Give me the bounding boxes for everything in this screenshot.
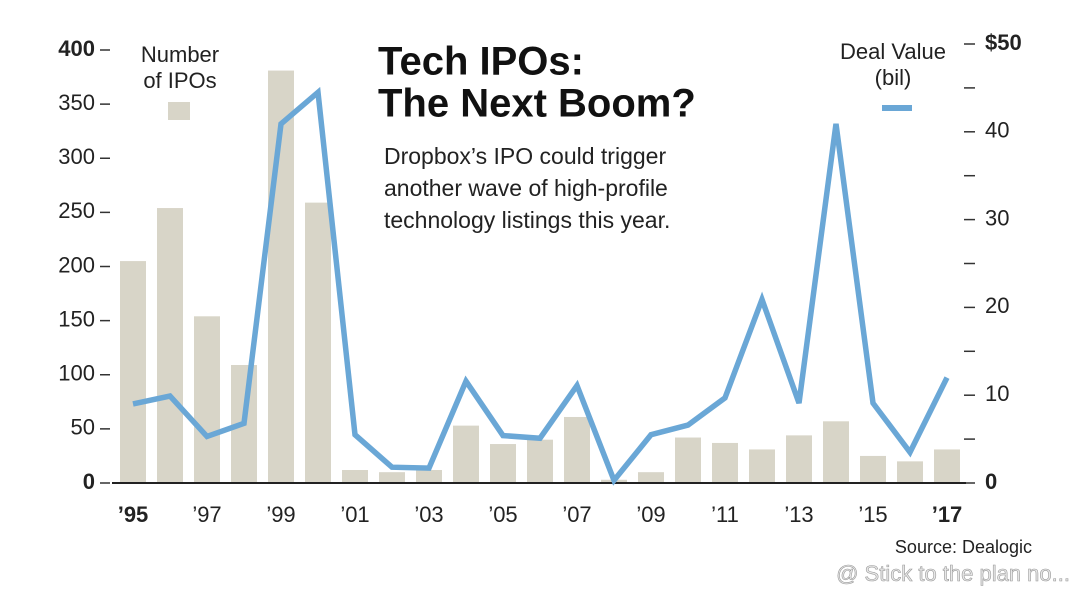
- y2-tick-label: 10: [985, 381, 1009, 406]
- bar: [527, 439, 553, 483]
- y-tick-label: 150: [58, 306, 95, 331]
- y2-tick-label: 0: [985, 469, 997, 494]
- y2-tick-label: $50: [985, 30, 1022, 55]
- bar: [897, 461, 923, 483]
- y2-tick-label: 20: [985, 293, 1009, 318]
- x-tick-label: ’13: [784, 502, 813, 527]
- bar: [638, 472, 664, 483]
- x-tick-label: ’95: [118, 502, 149, 527]
- bar: [934, 449, 960, 483]
- y2-tick-label: 40: [985, 118, 1009, 143]
- bar: [305, 202, 331, 483]
- bar: [453, 425, 479, 483]
- x-tick-label: ’05: [488, 502, 517, 527]
- y-tick-label: 100: [58, 361, 95, 386]
- line: [132, 86, 950, 486]
- bar: [749, 449, 775, 483]
- x-tick-label: ’17: [932, 502, 963, 527]
- x-tick-label: ’03: [414, 502, 443, 527]
- bar: [823, 421, 849, 483]
- x-tick-label: ’01: [340, 502, 369, 527]
- y-tick-label: 50: [71, 415, 95, 440]
- subtitle-line: Dropbox’s IPO could trigger: [384, 143, 666, 169]
- watermark: @ Stick to the plan no...: [836, 561, 1070, 586]
- y-tick-label: 300: [58, 144, 95, 169]
- legend-label: Deal Value (bil): [840, 39, 946, 90]
- chart-title-line: Tech IPOs:: [378, 40, 584, 84]
- bar: [675, 437, 701, 483]
- bar: [712, 442, 738, 483]
- legend-label: Number of IPOs: [141, 42, 219, 93]
- bar: [194, 316, 220, 483]
- bar: [342, 470, 368, 483]
- y-tick-label: 250: [58, 198, 95, 223]
- bar: [120, 261, 146, 483]
- bar: [157, 208, 183, 484]
- chart-title-line: The Next Boom?: [378, 82, 696, 126]
- subtitle-line: another wave of high-profile: [384, 175, 668, 201]
- x-tick-label: ’09: [636, 502, 665, 527]
- bar: [860, 455, 886, 483]
- x-tick-label: ’97: [192, 502, 221, 527]
- bar: [564, 416, 590, 483]
- x-tick-label: ’07: [562, 502, 591, 527]
- y-tick-label: 200: [58, 252, 95, 277]
- bar: [416, 470, 442, 483]
- legend-swatch: [168, 102, 190, 120]
- source: Source: Dealogic: [895, 537, 1032, 557]
- y-tick-label: 0: [83, 469, 95, 494]
- bar: [490, 444, 516, 483]
- x-tick-label: ’99: [266, 502, 295, 527]
- y-tick-label: 350: [58, 90, 95, 115]
- x-tick-label: ’15: [858, 502, 887, 527]
- bar: [786, 435, 812, 483]
- y2-tick-label: 30: [985, 205, 1009, 230]
- bar: [379, 472, 405, 483]
- x-tick-label: ’11: [711, 502, 739, 527]
- y-tick-label: 400: [58, 36, 95, 61]
- subtitle-line: technology listings this year.: [384, 207, 670, 233]
